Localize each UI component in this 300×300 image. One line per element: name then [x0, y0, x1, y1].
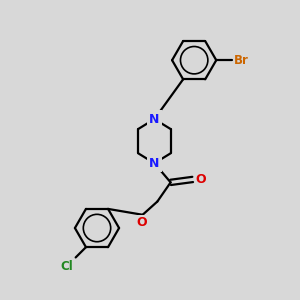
Text: N: N: [149, 157, 160, 170]
Text: O: O: [137, 216, 147, 229]
Text: Br: Br: [234, 54, 249, 67]
Text: Cl: Cl: [61, 260, 74, 272]
Text: O: O: [195, 173, 206, 186]
Text: N: N: [149, 112, 160, 126]
